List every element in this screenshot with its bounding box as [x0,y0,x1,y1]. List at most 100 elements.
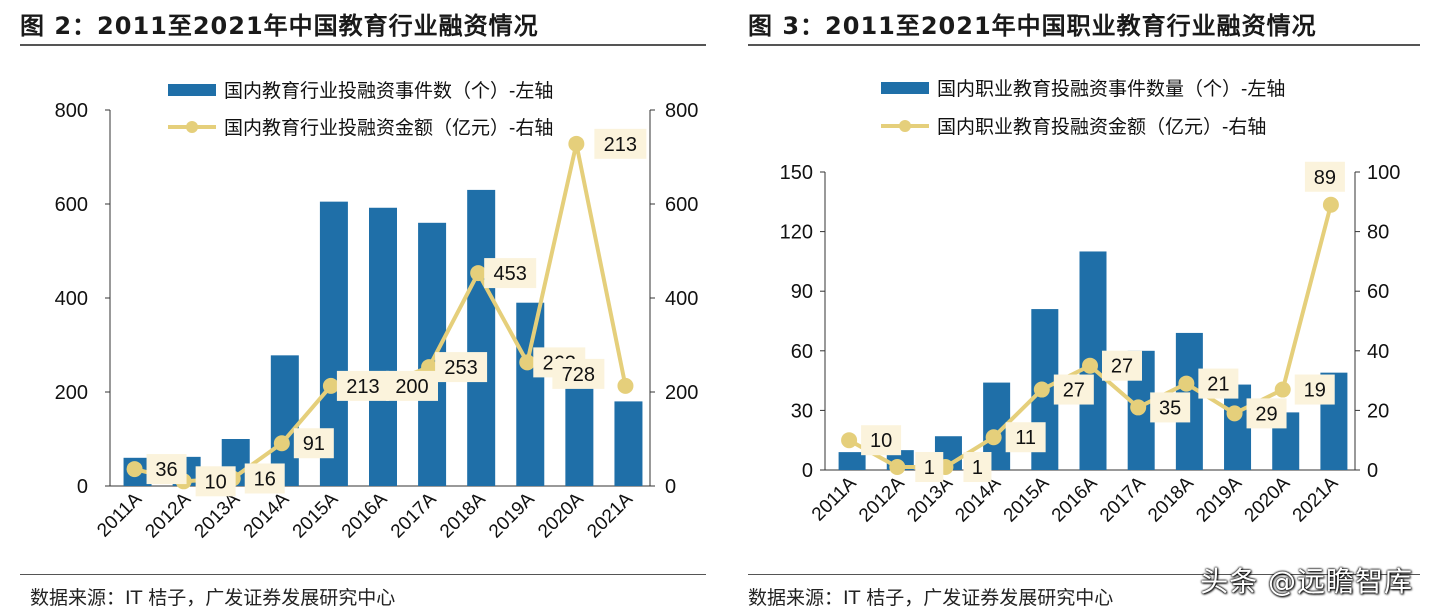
bar-2021A [614,401,643,486]
chart-vocational-education-financing: 03060901201500204060801002011A2012A2013A… [780,78,1401,526]
x-tick-label: 2015A [289,488,343,542]
data-label: 11 [1015,427,1036,449]
data-label-box [1150,392,1191,423]
x-tick-label: 2013A [191,488,245,542]
x-tick-label: 2011A [93,488,146,541]
right-tick-label: 0 [665,476,676,498]
line-point-2020A [1274,381,1291,398]
left-tick-label: 400 [55,288,88,310]
data-label-box [1102,350,1142,381]
data-label-box [1005,422,1046,453]
right-tick-label: 20 [1367,400,1389,422]
data-label-box [293,428,334,459]
left-tick-label: 150 [780,162,813,184]
line-point-2017A [1130,399,1147,416]
data-label: 35 [1159,397,1181,419]
line-point-2014A [985,429,1002,446]
x-tick-label: 2017A [387,488,441,542]
data-label-box [552,358,605,389]
data-label: 253 [444,357,477,379]
source-note-right: 数据来源：IT 桔子，广发证券发展研究中心 [748,587,1114,609]
data-label: 29 [1255,403,1277,425]
x-tick-label: 2012A [855,472,909,526]
watermark: 头条 @远瞻智库 [1200,565,1413,598]
legend-bar-swatch [168,84,216,96]
right-tick-label: 200 [665,382,698,404]
data-label: 27 [1063,380,1085,402]
x-tick-label: 2012A [141,488,195,542]
data-label: 21 [1207,374,1229,396]
source-note-left: 数据来源：IT 桔子，广发证券发展研究中心 [30,587,396,609]
x-tick-label: 2019A [1192,472,1246,526]
right-tick-label: 60 [1367,281,1389,303]
left-tick-label: 120 [780,222,813,244]
line-point-2018A [470,265,487,282]
x-tick-label: 2016A [1048,472,1102,526]
data-label-box [1053,374,1094,405]
legend-bar-label: 国内教育行业投融资事件数（个）-左轴 [224,80,553,102]
data-label-box [244,463,285,494]
data-label-box [915,452,944,483]
x-tick-label: 2011A [808,472,861,525]
line-point-2020A [568,135,585,152]
x-tick-label: 2021A [1289,472,1343,526]
data-label: 1 [972,457,983,479]
x-tick-label: 2018A [1144,472,1198,526]
data-label-box [336,370,389,401]
data-label-box [195,466,236,497]
legend-line-label: 国内职业教育投融资金额（亿元）-右轴 [937,116,1266,138]
line-point-2014A [273,435,290,452]
data-label: 27 [1111,356,1133,378]
line-point-2011A [841,432,858,449]
bar-2019A [516,302,545,486]
right-tick-label: 400 [665,288,698,310]
title-divider-right [748,44,1420,46]
right-tick-label: 0 [1367,460,1378,482]
chart-title-right: 图 3：2011至2021年中国职业教育行业融资情况 [748,12,1317,40]
line-point-2011A [126,461,143,478]
left-tick-label: 0 [802,460,813,482]
bar-2020A [565,377,594,486]
data-label: 16 [254,468,276,490]
line-point-2015A [1033,381,1050,398]
source-divider-right [748,574,1420,575]
data-label-box [1198,368,1239,399]
left-tick-label: 0 [77,476,88,498]
x-tick-label: 2020A [534,488,588,542]
bar-2018A [467,189,496,486]
data-label: 89 [1314,167,1336,189]
x-tick-label: 2019A [485,488,539,542]
data-label-box [594,128,647,159]
data-label-box [435,352,488,383]
line-point-2019A [519,354,536,371]
data-label-box [1304,161,1345,192]
legend-line-marker [186,121,198,133]
right-tick-label: 800 [665,100,698,122]
x-tick-label: 2020A [1241,472,1295,526]
left-tick-label: 30 [791,400,813,422]
x-tick-label: 2017A [1096,472,1150,526]
data-label: 91 [303,433,325,455]
x-tick-label: 2015A [1000,472,1054,526]
data-label: 213 [346,376,379,398]
right-tick-label: 40 [1367,341,1389,363]
legend-bar-swatch [881,82,929,94]
data-label: 728 [562,364,595,386]
legend-bar-label: 国内职业教育投融资事件数量（个）-左轴 [937,78,1285,100]
data-label: 36 [155,459,177,481]
chart-title-left: 图 2：2011至2021年中国教育行业融资情况 [20,12,539,40]
left-tick-label: 800 [55,100,88,122]
x-tick-label: 2016A [338,488,392,542]
left-tick-label: 600 [55,194,88,216]
left-tick-label: 60 [791,341,813,363]
data-label-box [1246,398,1287,429]
line-point-2018A [1178,375,1195,392]
source-divider-left [20,574,706,575]
x-tick-label: 2014A [240,488,294,542]
title-divider-left [20,44,706,46]
x-tick-label: 2021A [583,488,637,542]
line-point-2019A [1226,405,1243,422]
legend-line-marker [899,120,911,132]
data-label-box [386,370,438,401]
left-tick-label: 90 [791,281,813,303]
